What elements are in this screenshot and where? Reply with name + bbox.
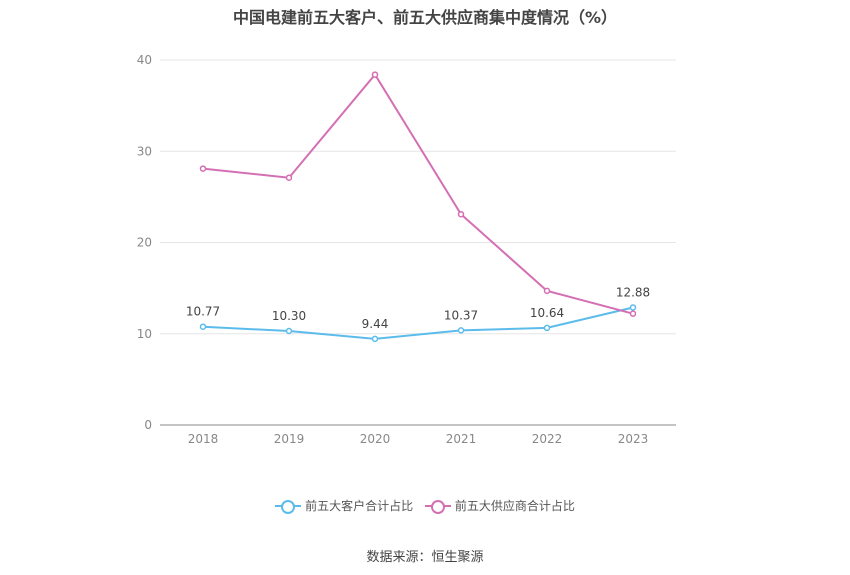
legend-item-suppliers[interactable]: 前五大供应商合计占比 [424, 497, 575, 514]
series-1-point[interactable] [629, 310, 637, 317]
legend-item-customers[interactable]: 前五大客户合计占比 [275, 497, 413, 514]
data-labels: 10.77 10.30 9.44 10.37 10.64 12.88 [186, 285, 650, 330]
y-tick-label: 10 [137, 327, 152, 341]
legend-swatch-customers [275, 499, 302, 514]
legend: 前五大客户合计占比 前五大供应商合计占比 [0, 497, 850, 516]
series-line-1 [202, 72, 634, 315]
series-line-0 [202, 306, 634, 340]
legend-label-customers: 前五大客户合计占比 [305, 499, 414, 513]
chart-title: 中国电建前五大客户、前五大供应商集中度情况（%） [232, 8, 618, 27]
y-tick-label: 30 [137, 144, 152, 158]
series-0-point[interactable] [629, 304, 637, 311]
series-0-point[interactable] [371, 335, 379, 343]
data-label: 10.30 [272, 309, 306, 323]
series-lines [199, 71, 637, 343]
legend-swatch-suppliers [424, 499, 451, 514]
y-tick-label: 20 [137, 236, 152, 250]
data-label: 12.88 [616, 285, 650, 299]
y-tick-label: 0 [144, 418, 152, 432]
series-0-point[interactable] [285, 327, 293, 335]
series-1-point[interactable] [285, 174, 293, 181]
x-tick-label: 2022 [532, 432, 563, 446]
series-1-point[interactable] [199, 165, 207, 172]
legend-label-suppliers: 前五大供应商合计占比 [454, 499, 575, 513]
data-label: 9.44 [362, 317, 389, 331]
series-0-point[interactable] [199, 323, 207, 330]
series-1-point[interactable] [457, 210, 465, 218]
grid-lines [160, 59, 676, 335]
x-tick-label: 2018 [188, 432, 219, 446]
y-tick-label: 40 [137, 53, 152, 67]
x-tick-label: 2019 [274, 432, 305, 446]
data-label: 10.77 [186, 305, 220, 319]
x-axis-ticks: 2018 2019 2020 2021 2022 2023 [188, 432, 649, 446]
series-0-point[interactable] [457, 327, 465, 334]
y-axis-ticks: 0 10 20 30 40 [137, 53, 152, 432]
series-0-point[interactable] [543, 324, 551, 332]
x-tick-label: 2021 [446, 432, 477, 446]
data-source: 数据来源：恒生聚源 [366, 550, 484, 565]
x-tick-label: 2020 [360, 432, 391, 446]
data-label: 10.37 [444, 308, 478, 322]
series-1-point[interactable] [371, 71, 379, 78]
data-label: 10.64 [530, 306, 564, 320]
series-1-point[interactable] [543, 287, 551, 295]
x-tick-label: 2023 [618, 432, 649, 446]
